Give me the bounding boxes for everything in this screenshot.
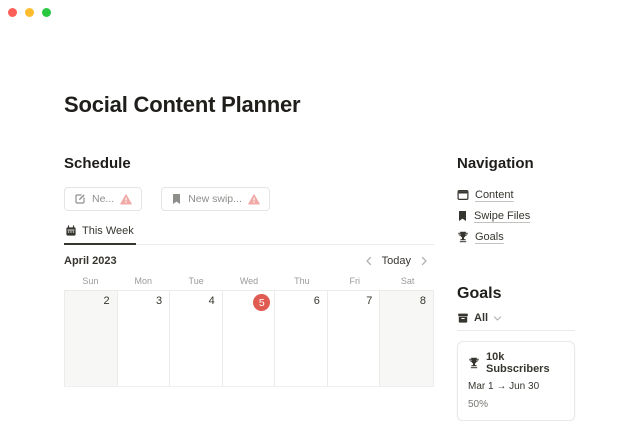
- calendar-day-cell[interactable]: 2: [65, 291, 118, 386]
- calendar-next-button[interactable]: [420, 256, 428, 266]
- schedule-actions: Ne... New swip...: [64, 187, 434, 211]
- chevron-down-icon: [493, 315, 502, 322]
- day-header: Sun: [82, 276, 99, 286]
- calendar-today-button[interactable]: Today: [381, 255, 411, 267]
- window-controls: [8, 8, 51, 17]
- goals-divider: [457, 330, 575, 331]
- date-number: 3: [156, 295, 163, 307]
- calendar-header: April 2023 Today: [64, 255, 434, 267]
- today-date-badge: 5: [253, 294, 271, 311]
- date-number: 6: [313, 295, 320, 307]
- calendar-icon: [65, 225, 77, 237]
- schedule-section: Schedule Ne...: [64, 155, 434, 387]
- navigation-heading: Navigation: [457, 155, 534, 172]
- day-header: Mon: [134, 276, 153, 286]
- new-swipe-button-label: New swip...: [188, 193, 242, 205]
- nav-item-goals-label: Goals: [475, 230, 504, 243]
- day-header: Sat: [400, 276, 415, 286]
- date-number: 8: [419, 295, 426, 307]
- date-number: 4: [208, 295, 215, 307]
- schedule-heading: Schedule: [64, 155, 131, 172]
- calendar-week-grid: 2 3 4 5 6 7 8: [64, 290, 434, 387]
- minimize-window-button[interactable]: [25, 8, 34, 17]
- goals-view-selector[interactable]: All: [457, 312, 575, 324]
- nav-item-swipe-files-label: Swipe Files: [474, 209, 531, 222]
- calendar-day-cell[interactable]: 6: [275, 291, 328, 386]
- new-content-button-label: Ne...: [92, 193, 115, 205]
- new-swipe-button[interactable]: New swip...: [161, 187, 270, 211]
- tab-this-week-label: This Week: [82, 225, 134, 237]
- calendar-day-cell[interactable]: 4: [170, 291, 223, 386]
- day-header: Wed: [239, 276, 259, 286]
- nav-item-swipe-files[interactable]: Swipe Files: [457, 205, 575, 226]
- calendar-day-cell[interactable]: 7: [327, 291, 381, 386]
- goals-view-label: All: [474, 312, 489, 324]
- tab-this-week[interactable]: This Week: [64, 225, 136, 245]
- window-icon: [457, 189, 469, 201]
- nav-item-content-label: Content: [475, 188, 514, 201]
- goal-card-date-range: Mar 1 → Jun 30: [468, 381, 540, 392]
- calendar-day-headers: Sun Mon Tue Wed Thu Fri Sat: [64, 276, 434, 290]
- trophy-icon: [468, 357, 480, 369]
- date-number: 2: [103, 295, 110, 307]
- sidebar: Navigation Content Swipe Files: [457, 155, 575, 421]
- goals-heading: Goals: [457, 285, 502, 302]
- day-header: Tue: [188, 276, 204, 286]
- date-number: 7: [366, 295, 373, 307]
- warning-icon: [248, 193, 260, 205]
- calendar-prev-button[interactable]: [365, 256, 373, 266]
- nav-item-goals[interactable]: Goals: [457, 226, 575, 247]
- new-content-button[interactable]: Ne...: [64, 187, 143, 211]
- page-title: Social Content Planner: [64, 92, 301, 117]
- trophy-icon: [457, 231, 469, 243]
- calendar-day-cell[interactable]: 8: [380, 291, 433, 386]
- nav-item-content[interactable]: Content: [457, 184, 575, 205]
- day-header: Fri: [349, 276, 360, 286]
- calendar-day-cell-today[interactable]: 5: [222, 291, 276, 386]
- bookmark-icon: [171, 193, 182, 205]
- calendar-month-label: April 2023: [64, 255, 117, 267]
- compose-icon: [74, 193, 86, 205]
- zoom-window-button[interactable]: [42, 8, 51, 17]
- day-header: Thu: [294, 276, 310, 286]
- calendar-day-cell[interactable]: 3: [117, 291, 171, 386]
- goal-card-title: 10k Subscribers: [486, 351, 550, 375]
- goal-card-progress: 50%: [468, 399, 489, 410]
- warning-icon: [120, 193, 132, 205]
- view-tabs: This Week: [64, 224, 434, 245]
- close-window-button[interactable]: [8, 8, 17, 17]
- archive-icon: [457, 312, 469, 324]
- bookmark-icon: [457, 210, 468, 222]
- navigation-list: Content Swipe Files Goals: [457, 184, 575, 247]
- goal-card[interactable]: 10k Subscribers Mar 1 → Jun 30 50%: [457, 341, 575, 421]
